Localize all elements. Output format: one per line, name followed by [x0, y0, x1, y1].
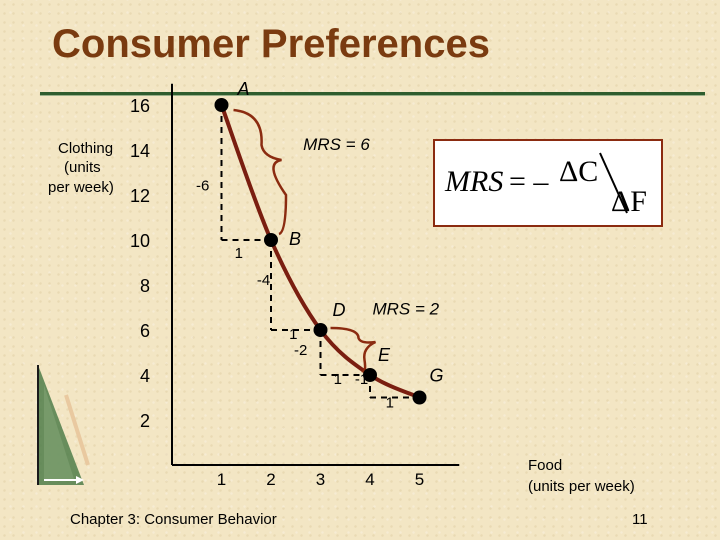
- point-label-D: D: [333, 300, 346, 320]
- y-tick-label-8: 8: [140, 276, 150, 296]
- mrs-braces: MRS = 6 MRS = 2: [233, 108, 440, 373]
- y-tick-label-16: 16: [130, 96, 150, 116]
- page-number: 11: [632, 511, 648, 528]
- formula-numerator: ΔC: [559, 155, 598, 188]
- x-tick-label-1: 1: [217, 470, 226, 489]
- formula-denominator: ΔF: [611, 185, 647, 218]
- title-rule: [40, 92, 705, 95]
- step-label-3: 1: [289, 326, 297, 343]
- mrs-formula: MRS = – ΔC ΔF: [444, 152, 647, 218]
- x-tick-label-4: 4: [365, 470, 374, 489]
- point-label-B: B: [289, 229, 301, 249]
- y-axis-label-line-3: per week): [48, 179, 114, 196]
- y-axis-label-line-1: Clothing: [58, 140, 113, 157]
- y-tick-label-14: 14: [130, 141, 150, 161]
- y-tick-label-12: 12: [130, 186, 150, 206]
- step-label-1: 1: [235, 245, 243, 262]
- mrs-formula-box: MRS = – ΔC ΔF: [433, 139, 663, 227]
- point-E: [363, 368, 377, 382]
- x-tick-label-5: 5: [415, 470, 424, 489]
- indifference-curve-line: [219, 104, 421, 400]
- chart-axes: [171, 83, 460, 466]
- point-label-E: E: [378, 345, 391, 365]
- y-tick-label-4: 4: [140, 366, 150, 386]
- x-tick-label-2: 2: [266, 470, 275, 489]
- formula-equals: = –: [509, 165, 549, 198]
- point-A: [214, 98, 229, 112]
- point-label-A: A: [237, 79, 250, 99]
- y-tick-label-10: 10: [130, 231, 150, 251]
- footer-text: Chapter 3: Consumer Behavior: [70, 511, 277, 528]
- x-axis-label-line-1: Food: [528, 457, 562, 474]
- y-tick-label-2: 2: [140, 411, 150, 431]
- brace-D-E: [330, 326, 377, 373]
- point-B: [264, 233, 278, 247]
- point-G: [412, 390, 427, 405]
- x-axis-label-line-2: (units per week): [528, 478, 635, 495]
- formula-slash: [599, 152, 628, 214]
- step-label-4: -2: [294, 342, 307, 359]
- brace-A-B: [233, 108, 288, 236]
- indifference-curve: [219, 104, 421, 400]
- curve-points: A B D E G: [214, 79, 444, 405]
- decorative-triangle-icon: [37, 365, 90, 485]
- step-label-7: 1: [386, 395, 394, 412]
- y-tick-label-6: 6: [140, 321, 150, 341]
- slide-title: Consumer Preferences: [52, 22, 490, 66]
- title-rule-shadow: [40, 95, 705, 96]
- x-tick-label-3: 3: [316, 470, 325, 489]
- step-label-5: 1: [334, 371, 342, 388]
- step-label-2: -4: [257, 272, 270, 289]
- mrs-annotation-1: MRS = 6: [303, 135, 370, 154]
- formula-lhs: MRS: [444, 165, 503, 198]
- step-label-0: -6: [196, 178, 209, 195]
- mrs-annotation-2: MRS = 2: [372, 299, 439, 318]
- step-guides: -61-41-21 -11: [196, 105, 420, 412]
- point-D: [313, 323, 328, 337]
- y-axis-label-line-2: (units: [64, 159, 101, 176]
- point-label-G: G: [430, 366, 444, 386]
